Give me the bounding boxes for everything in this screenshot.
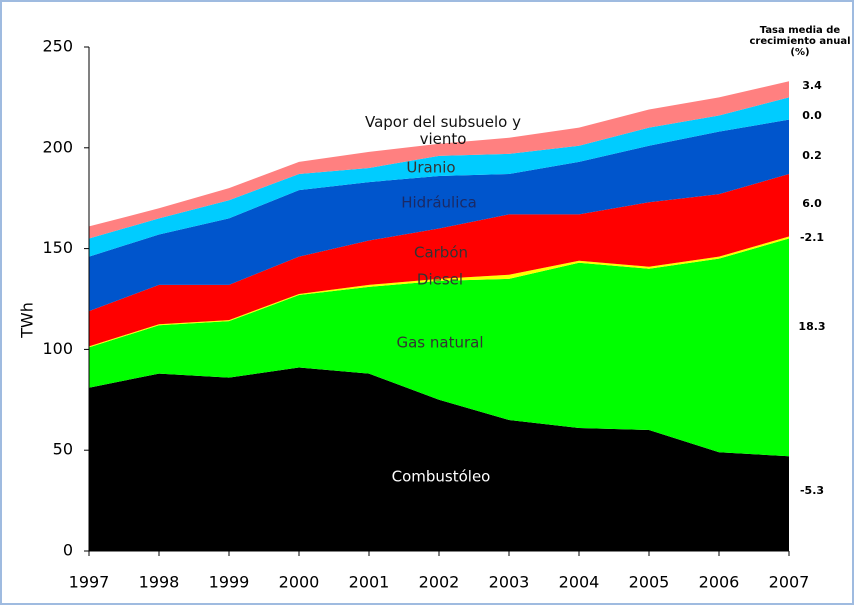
- area: [89, 367, 789, 551]
- area: [89, 119, 789, 312]
- rate-label: 18.3: [798, 320, 825, 333]
- y-tick-label: 50: [53, 440, 73, 459]
- series-label: Vapor del subsuelo y viento: [365, 113, 521, 148]
- y-tick-label: 250: [42, 37, 73, 56]
- rate-title: crecimiento anual: [749, 36, 850, 47]
- area: [89, 81, 789, 239]
- x-tick-label: 2000: [279, 573, 320, 592]
- y-tick-label: 100: [42, 339, 73, 358]
- rate-label: 0.0: [802, 109, 822, 122]
- x-tick-label: 2002: [419, 573, 460, 592]
- x-tick-label: 2003: [489, 573, 530, 592]
- x-tick-label: 1998: [139, 573, 180, 592]
- x-tick-label: 1999: [209, 573, 250, 592]
- series-label: Uranio: [406, 158, 456, 177]
- rate-title: Tasa media de: [760, 25, 841, 36]
- series-label: Hidráulica: [401, 193, 477, 212]
- series-label: Combustóleo: [391, 467, 491, 486]
- series-label: Carbón: [413, 243, 469, 262]
- x-tick-label: 2001: [349, 573, 390, 592]
- x-tick-label: 2005: [629, 573, 670, 592]
- y-tick-label: 150: [42, 238, 73, 257]
- y-tick-label: 0: [63, 541, 73, 560]
- x-tick-label: 2006: [699, 573, 740, 592]
- x-tick-label: 1997: [69, 573, 110, 592]
- x-tick-label: 2007: [769, 573, 810, 592]
- rate-title: (%): [790, 47, 809, 58]
- rate-label: 3.4: [802, 79, 822, 92]
- x-tick-label: 2004: [559, 573, 600, 592]
- rate-label: 0.2: [802, 149, 822, 162]
- series-label: Gas natural: [396, 333, 484, 352]
- y-axis-label: TWh: [18, 302, 37, 339]
- area: [89, 238, 789, 457]
- y-tick-label: 200: [42, 137, 73, 156]
- series-label: Diesel: [416, 270, 464, 289]
- area: [89, 236, 789, 348]
- area: [89, 174, 789, 347]
- rate-label: -2.1: [800, 231, 824, 244]
- rate-label: 6.0: [802, 197, 822, 210]
- area: [89, 97, 789, 257]
- rate-label: -5.3: [800, 484, 824, 497]
